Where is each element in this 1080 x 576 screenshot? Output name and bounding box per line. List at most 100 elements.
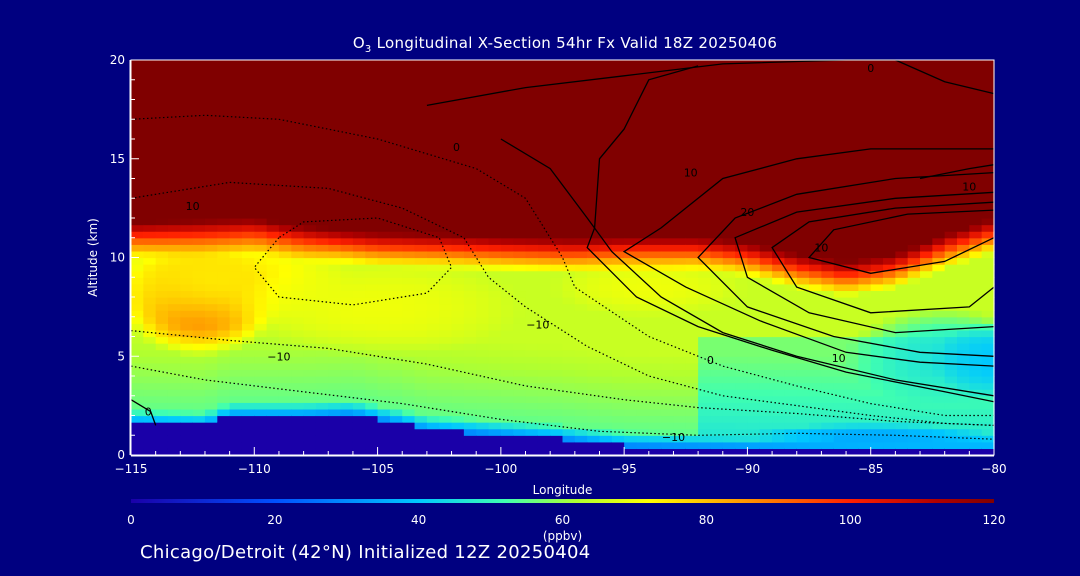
field-cell [858, 257, 872, 265]
field-cell [883, 356, 896, 364]
field-cell [685, 191, 699, 199]
field-cell [414, 356, 428, 364]
field-cell [550, 86, 564, 94]
field-cell [204, 389, 218, 397]
field-cell [402, 310, 416, 318]
field-cell [229, 191, 243, 199]
field-cell [932, 152, 946, 160]
field-cell [254, 336, 268, 344]
field-cell [439, 224, 453, 232]
field-cell [241, 211, 255, 219]
field-cell [759, 270, 773, 278]
field-cell [870, 408, 884, 417]
field-cell [476, 277, 490, 285]
field-cell [513, 303, 527, 311]
field-cell [796, 257, 810, 265]
field-cell [759, 204, 773, 213]
field-cell [981, 185, 995, 193]
field-cell [920, 395, 933, 403]
field-cell [340, 92, 354, 101]
field-cell [278, 191, 292, 199]
field-cell [920, 290, 933, 298]
field-cell [488, 277, 502, 285]
field-cell [698, 362, 712, 371]
field-cell [957, 257, 970, 265]
field-cell [500, 79, 514, 87]
field-cell [513, 369, 527, 377]
field-cell [587, 264, 601, 272]
field-cell [574, 270, 588, 278]
field-cell [932, 329, 946, 338]
field-cell [340, 165, 354, 173]
field-cell [710, 428, 724, 436]
field-cell [698, 343, 712, 351]
field-cell [266, 356, 280, 364]
field-cell [488, 297, 502, 305]
field-cell [710, 158, 724, 166]
field-cell [944, 257, 958, 265]
field-cell [328, 441, 342, 450]
field-cell [328, 297, 342, 305]
field-cell [858, 356, 872, 364]
field-cell [155, 369, 169, 377]
field-cell [932, 336, 946, 344]
field-cell [488, 237, 502, 245]
field-cell [932, 218, 946, 226]
field-cell [747, 60, 761, 68]
field-cell [513, 270, 527, 278]
field-cell [821, 92, 835, 101]
field-cell [402, 99, 416, 107]
field-cell [944, 329, 958, 338]
field-cell [500, 435, 514, 443]
field-cell [846, 441, 859, 450]
field-cell [611, 218, 625, 226]
field-cell [685, 310, 699, 318]
field-cell [562, 297, 576, 305]
field-cell [562, 171, 576, 180]
field-cell [735, 204, 749, 213]
field-cell [858, 382, 872, 390]
field-cell [685, 303, 699, 311]
field-cell [500, 152, 514, 160]
field-cell [796, 125, 810, 134]
field-cell [661, 336, 675, 344]
field-cell [488, 112, 502, 120]
field-cell [229, 369, 243, 377]
field-cell [895, 66, 909, 74]
field-cell [303, 158, 317, 166]
field-cell [241, 323, 255, 331]
field-cell [599, 185, 613, 193]
field-cell [217, 408, 231, 417]
field-cell [821, 198, 835, 206]
field-cell [722, 92, 736, 101]
field-cell [439, 303, 453, 311]
field-cell [513, 79, 527, 87]
field-cell [476, 343, 490, 351]
field-cell [661, 158, 675, 166]
field-cell [131, 277, 144, 285]
field-cell [476, 132, 490, 140]
field-cell [476, 250, 490, 259]
field-cell [217, 323, 231, 331]
field-cell [266, 349, 280, 357]
field-cell [266, 165, 280, 173]
field-cell [957, 448, 970, 456]
field-cell [143, 237, 157, 245]
field-cell [439, 204, 453, 213]
field-cell [907, 329, 921, 338]
field-cell [192, 244, 206, 252]
field-cell [525, 79, 539, 87]
field-cell [698, 218, 712, 226]
field-cell [722, 204, 736, 213]
field-cell [636, 283, 650, 292]
field-cell [537, 191, 551, 199]
field-cell [291, 336, 305, 344]
field-cell [217, 329, 231, 338]
field-cell [204, 204, 218, 213]
field-cell [870, 86, 884, 94]
field-cell [217, 178, 231, 186]
field-cell [883, 369, 896, 377]
field-cell [143, 165, 157, 173]
field-cell [587, 270, 601, 278]
